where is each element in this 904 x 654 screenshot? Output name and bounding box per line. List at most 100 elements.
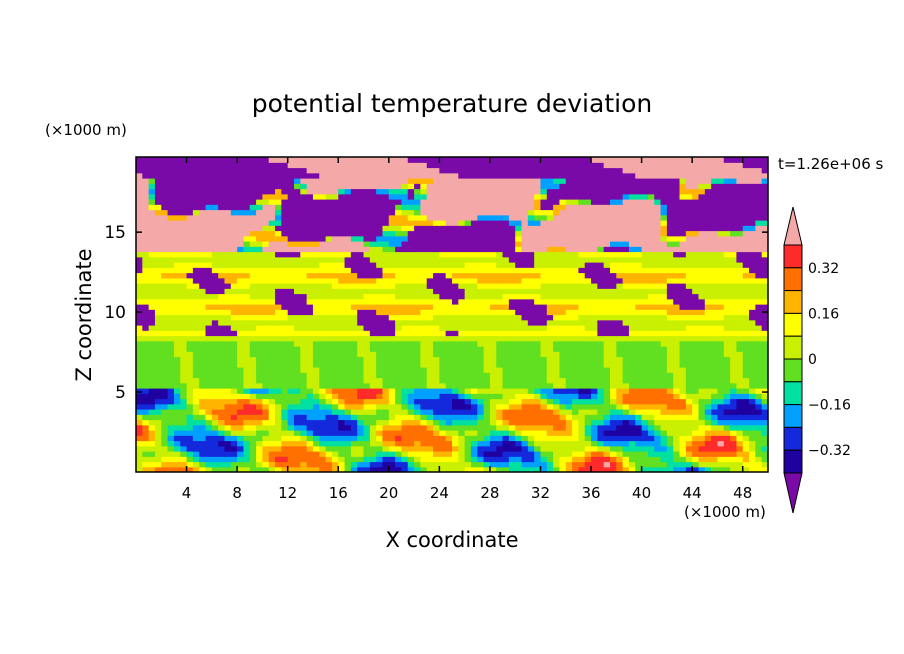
heatmap-cell [591,388,598,394]
heatmap-cell [572,388,579,394]
heatmap-cell [660,256,668,263]
heatmap-cell [167,403,175,410]
heatmap-cell [692,272,700,279]
heatmap-cell [553,246,561,253]
heatmap-cell [363,330,371,337]
heatmap-cell [218,267,226,274]
heatmap-cell [502,277,510,284]
heatmap-cell [622,377,630,384]
heatmap-cell [325,440,333,447]
heatmap-cell [319,393,327,400]
heatmap-cell [357,403,365,410]
heatmap-cell [243,356,251,363]
heatmap-cell [281,319,289,326]
heatmap-cell [262,435,270,442]
heatmap-cell [211,367,219,373]
heatmap-cell [211,330,219,337]
heatmap-cell [749,398,756,405]
heatmap-cell [654,340,662,347]
heatmap-cell [458,440,466,447]
heatmap-cell [180,409,188,415]
heatmap-cell [199,256,207,263]
heatmap-cell [350,298,358,305]
heatmap-cell [243,461,251,468]
heatmap-cell [344,435,352,442]
heatmap-cell [199,298,207,305]
heatmap-cell [281,440,289,447]
heatmap-cell [167,314,175,321]
heatmap-cell [679,430,687,436]
heatmap-cell [433,398,440,405]
heatmap-cell [338,351,346,358]
heatmap-cell [414,267,421,274]
heatmap-cell [369,351,377,358]
heatmap-cell [477,330,485,337]
heatmap-cell [730,367,737,373]
heatmap-cell [717,388,725,394]
heatmap-cell [445,304,453,310]
heatmap-cell [369,367,377,373]
heatmap-cell [470,382,478,389]
heatmap-cell [692,304,700,310]
heatmap-cell [622,414,630,421]
heatmap-cell [603,319,611,326]
heatmap-cell [489,356,497,363]
heatmap-cell [205,409,213,415]
heatmap-cell [192,325,200,331]
heatmap-cell [237,256,245,263]
heatmap-cell [205,377,213,384]
heatmap-cell [679,461,687,468]
heatmap-cell [730,409,737,415]
heatmap-cell [704,309,712,316]
heatmap-cell [319,267,327,274]
heatmap-cell [281,461,289,468]
heatmap-cell [395,403,403,410]
heatmap-cell [218,424,226,431]
heatmap-cell [439,325,447,331]
heatmap-cell [584,346,592,352]
heatmap-cell [616,346,624,352]
heatmap-cell [704,251,712,258]
heatmap-cell [237,277,245,284]
heatmap-cell [704,235,712,242]
heatmap-cell [275,382,282,389]
heatmap-cell [275,272,282,279]
heatmap-cell [433,241,440,247]
heatmap-cell [369,398,377,405]
heatmap-cell [508,304,516,310]
heatmap-cell [136,220,143,226]
heatmap-cell [692,293,700,300]
heatmap-cell [534,288,542,295]
heatmap-cell [464,356,472,363]
heatmap-cell [199,251,207,258]
heatmap-cell [477,445,485,452]
heatmap-cell [199,346,207,352]
heatmap-cell [338,356,346,363]
heatmap-cell [647,267,655,274]
heatmap-cell [331,209,339,216]
heatmap-cell [559,256,567,263]
heatmap-cell [439,382,447,389]
heatmap-cell [180,372,188,379]
heatmap-cell [180,451,188,457]
heatmap-cell [136,367,143,373]
heatmap-cell [376,272,384,279]
heatmap-cell [420,351,428,358]
heatmap-cell [622,225,630,232]
heatmap-cell [363,367,371,373]
heatmap-cell [148,451,156,457]
heatmap-cell [540,351,548,358]
heatmap-cell [306,293,314,300]
y-unit-label: (×1000 m) [45,121,127,139]
heatmap-cell [673,277,681,284]
heatmap-cell [464,319,472,326]
heatmap-cell [755,456,763,463]
heatmap-cell [654,377,662,384]
heatmap-cell [268,346,276,352]
heatmap-cell [407,209,415,216]
heatmap-cell [237,319,245,326]
heatmap-cell [312,351,320,358]
heatmap-cell [736,298,744,305]
heatmap-cell [761,335,768,342]
heatmap-cell [736,419,744,426]
